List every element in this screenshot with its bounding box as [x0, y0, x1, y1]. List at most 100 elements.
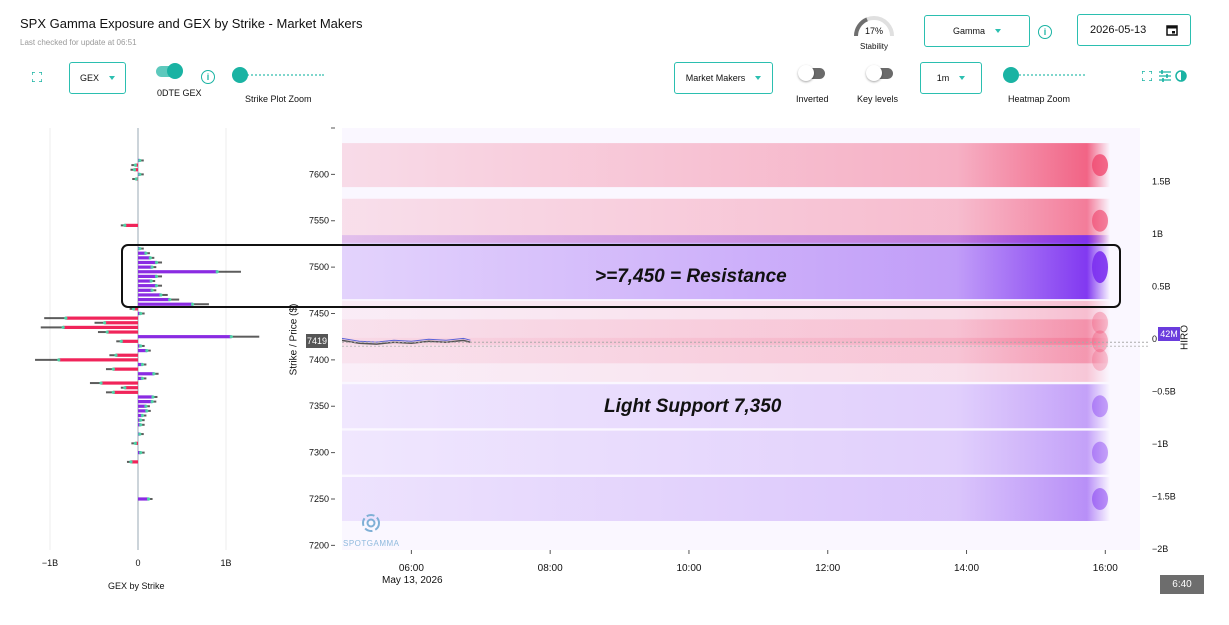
- contrast-icon[interactable]: [1175, 70, 1187, 82]
- gex-bar-extension: [131, 442, 136, 445]
- gex-bar-extension: [97, 331, 108, 334]
- support-annotation: Light Support 7,350: [604, 396, 782, 417]
- gex-bar-marker: [61, 325, 65, 330]
- gex-bar: [138, 376, 143, 381]
- heatmap-band-hotspot: [1092, 395, 1108, 418]
- gex-bar-marker: [99, 381, 103, 385]
- info-icon[interactable]: i: [201, 70, 215, 84]
- date-picker[interactable]: 2026-05-13: [1077, 14, 1191, 46]
- gex-bar-marker: [133, 163, 137, 167]
- heatmap-overlay: [121, 244, 1121, 308]
- gex-bar-marker: [149, 279, 153, 283]
- heatmap-zoom-label: Heatmap Zoom: [1008, 94, 1071, 104]
- gex-bar: [133, 307, 138, 311]
- gex-bar: [138, 302, 193, 306]
- gex-bar-marker: [139, 311, 143, 316]
- gex-bar: [58, 358, 138, 362]
- gex-bar: [101, 381, 138, 385]
- y-tick-label: 7300: [309, 448, 329, 458]
- resistance-box: [121, 244, 1121, 308]
- gex-bar-marker: [123, 223, 127, 227]
- gex-bar-extension: [132, 178, 137, 181]
- gex-bar: [138, 251, 146, 255]
- gex-bar-marker: [154, 284, 159, 288]
- info-icon[interactable]: i: [1038, 25, 1052, 39]
- gex-bar-marker: [154, 274, 159, 278]
- gex-bar-extension: [156, 284, 163, 287]
- gex-bar-marker: [133, 441, 137, 445]
- gamma-heatmap: 7200 7250 7300 7350 7400 7450 7500 7550 7600 06:0…: [309, 127, 1176, 574]
- gex-by-strike-chart: −1B 0 1B: [35, 128, 260, 568]
- gex-bar-marker: [134, 177, 138, 181]
- gex-bar-extension: [105, 368, 114, 371]
- participant-select[interactable]: Market Makers: [674, 62, 773, 94]
- gex-bar-marker: [146, 497, 151, 501]
- gex-bar: [138, 284, 157, 288]
- gex-bar: [107, 330, 138, 334]
- gex-bar-marker: [148, 256, 152, 260]
- gex-bar-extension: [129, 307, 134, 310]
- y-tick-label: 7250: [309, 494, 329, 504]
- gex-bar-marker: [140, 376, 144, 381]
- gex-bar: [138, 335, 232, 339]
- gex-bar-marker: [229, 335, 233, 339]
- gex-bar: [138, 409, 147, 413]
- gex-bar-extension: [151, 280, 156, 283]
- y-tick-label: 7400: [309, 355, 329, 365]
- gamma-select[interactable]: Gamma: [924, 15, 1030, 47]
- heatmap-zoom-slider[interactable]: [1003, 67, 1085, 83]
- hiro-tick-label: −1B: [1152, 439, 1168, 449]
- x-tick-label: 12:00: [815, 563, 840, 574]
- gex-bar: [138, 297, 170, 302]
- gex-select[interactable]: GEX: [69, 62, 126, 94]
- strike-zoom-slider[interactable]: [232, 67, 324, 83]
- chevron-down-icon: [959, 76, 966, 80]
- hiro-tick-label: 1.5B: [1152, 177, 1171, 187]
- gex-bar-extension: [131, 164, 136, 167]
- gex-bar-marker: [105, 330, 109, 334]
- hiro-axis-label: HIRO: [1179, 325, 1191, 350]
- gex-bar-marker: [145, 348, 149, 353]
- gex-bar: [134, 168, 138, 172]
- gex-bar-extension: [126, 460, 131, 463]
- gex-select-value: GEX: [79, 73, 99, 83]
- stability-gauge: [854, 16, 894, 37]
- interval-select[interactable]: 1m: [920, 62, 982, 94]
- inverted-toggle[interactable]: [798, 65, 825, 81]
- gex-bar-extension: [160, 293, 168, 296]
- gex-bar-marker: [132, 307, 136, 311]
- interval-select-value: 1m: [936, 73, 950, 83]
- participant-select-value: Market Makers: [685, 73, 746, 83]
- gex-bar-extension: [140, 312, 145, 315]
- resistance-annotation: >=7,450 = Resistance: [595, 266, 787, 287]
- key-levels-toggle[interactable]: [866, 65, 893, 81]
- price-label: 7419: [306, 334, 328, 348]
- gex-bar: [130, 460, 138, 464]
- gex-bar-marker: [159, 293, 163, 297]
- gex-bar-extension: [139, 173, 144, 176]
- gex-bar-extension: [156, 261, 163, 264]
- gex-bar-marker: [57, 358, 61, 362]
- dte-label: 0DTE GEX: [157, 88, 202, 98]
- gex-bar-marker: [111, 367, 115, 371]
- gex-bar-marker: [168, 297, 172, 302]
- gex-bar-extension: [150, 256, 155, 259]
- gex-bar-extension: [44, 317, 66, 320]
- y-tick-label: 7600: [309, 169, 329, 179]
- gex-bar: [138, 372, 154, 376]
- gex-bar-marker: [144, 404, 148, 408]
- gex-bar-extension: [152, 400, 157, 403]
- gex-bar-extension: [120, 386, 125, 389]
- gex-bar: [124, 223, 138, 227]
- heatmap-band-hotspot: [1092, 487, 1108, 510]
- gex-bar-marker: [138, 172, 142, 176]
- gex-bar: [104, 321, 138, 325]
- sliders-icon[interactable]: [1158, 69, 1172, 83]
- gex-bar-extension: [142, 363, 147, 366]
- gex-bar-extension: [142, 377, 147, 380]
- gex-bar-marker: [152, 372, 156, 376]
- heatmap-band-hotspot: [1092, 154, 1108, 177]
- gex-bar-extension: [120, 224, 125, 227]
- dte-toggle[interactable]: [156, 63, 183, 79]
- x-tick-label: 06:00: [399, 563, 424, 574]
